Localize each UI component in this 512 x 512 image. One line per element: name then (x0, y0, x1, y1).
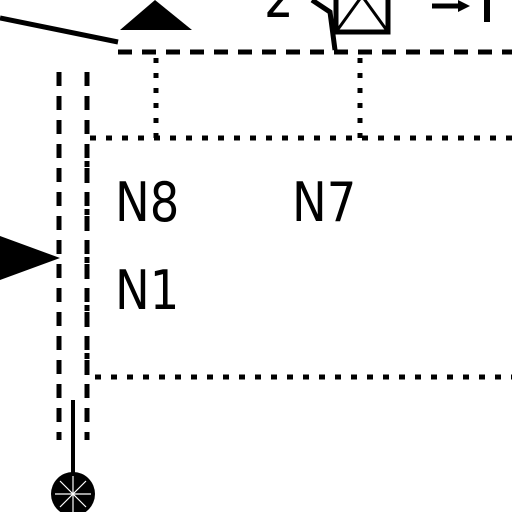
ground-symbol (51, 472, 95, 512)
switch-lever (310, 0, 338, 51)
triangle-marker-top (120, 0, 192, 30)
crossed-box-symbol (333, 0, 391, 35)
top-digit-label: 2 (264, 0, 294, 26)
enclosure-box (84, 135, 512, 380)
arrow-fragment-head (458, 0, 470, 12)
node-label-n1: N1 (115, 259, 180, 322)
node-label-n7: N7 (292, 171, 357, 234)
connector-line (0, 15, 119, 45)
node-label-n8: N8 (115, 171, 180, 234)
triangle-marker-left (0, 236, 60, 280)
